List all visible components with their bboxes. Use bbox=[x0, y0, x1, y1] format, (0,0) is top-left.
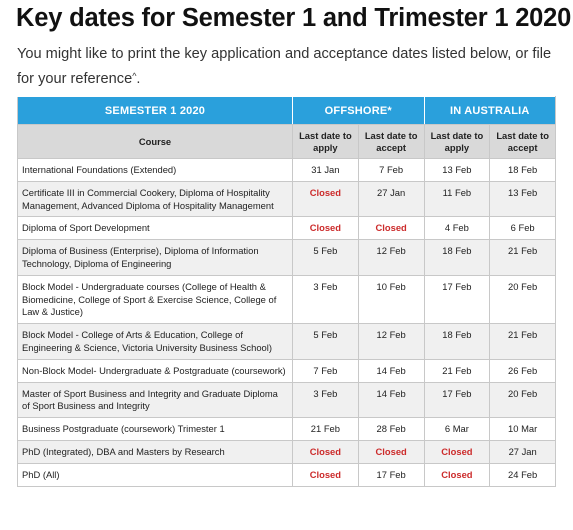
course-name-cell: PhD (Integrated), DBA and Masters by Res… bbox=[17, 439, 293, 464]
table-row: Block Model - College of Arts & Educatio… bbox=[17, 323, 557, 360]
course-name-cell: Master of Sport Business and Integrity a… bbox=[17, 381, 293, 419]
australia-accept-cell: 13 Feb bbox=[489, 180, 557, 218]
offshore-apply-cell: 7 Feb bbox=[292, 358, 359, 383]
offshore-apply-cell: Closed bbox=[292, 439, 359, 464]
table-row: PhD (All) Closed 17 Feb Closed 24 Feb bbox=[17, 462, 557, 487]
table-row: Master of Sport Business and Integrity a… bbox=[17, 381, 557, 419]
column-header-offshore-apply: Last date to apply bbox=[292, 124, 359, 159]
offshore-apply-cell: Closed bbox=[292, 462, 359, 487]
offshore-apply-cell: Closed bbox=[292, 180, 359, 218]
offshore-accept-cell: Closed bbox=[357, 216, 425, 241]
australia-accept-cell: 20 Feb bbox=[489, 381, 557, 419]
intro-paragraph: You might like to print the key applicat… bbox=[17, 42, 557, 92]
offshore-apply-cell: 31 Jan bbox=[292, 158, 359, 182]
australia-apply-cell: 18 Feb bbox=[423, 323, 491, 360]
offshore-accept-cell: 27 Jan bbox=[357, 180, 425, 218]
offshore-apply-cell: Closed bbox=[292, 216, 359, 241]
australia-accept-cell: 21 Feb bbox=[489, 239, 557, 276]
australia-apply-cell: 18 Feb bbox=[423, 239, 491, 276]
column-header-row: Course Last date to apply Last date to a… bbox=[17, 124, 557, 159]
table-body: International Foundations (Extended) 31 J… bbox=[17, 158, 557, 487]
table-row: Block Model - Undergraduate courses (Col… bbox=[17, 274, 557, 325]
table-row: Diploma of Sport Development Closed Closed… bbox=[17, 216, 557, 241]
course-name-cell: International Foundations (Extended) bbox=[17, 158, 293, 182]
offshore-accept-cell: 12 Feb bbox=[357, 239, 425, 276]
offshore-accept-cell: 14 Feb bbox=[357, 381, 425, 419]
table-row: Certificate III in Commercial Cookery, D… bbox=[17, 180, 557, 218]
australia-apply-cell: 17 Feb bbox=[423, 381, 491, 419]
offshore-apply-cell: 5 Feb bbox=[292, 323, 359, 360]
australia-apply-cell: 17 Feb bbox=[423, 274, 491, 325]
offshore-apply-cell: 21 Feb bbox=[292, 417, 359, 441]
australia-accept-cell: 18 Feb bbox=[489, 158, 557, 182]
intro-footnote-mark: ^ bbox=[132, 71, 137, 81]
group-header-in-australia: IN AUSTRALIA bbox=[423, 96, 557, 125]
course-name-cell: Block Model - Undergraduate courses (Col… bbox=[17, 274, 293, 325]
australia-apply-cell: 11 Feb bbox=[423, 180, 491, 218]
australia-accept-cell: 6 Feb bbox=[489, 216, 557, 241]
course-name-cell: Business Postgraduate (coursework) Trime… bbox=[17, 417, 293, 441]
column-header-course: Course bbox=[17, 124, 293, 159]
course-name-cell: Non-Block Model- Undergraduate & Postgra… bbox=[17, 358, 293, 383]
offshore-apply-cell: 3 Feb bbox=[292, 381, 359, 419]
offshore-accept-cell: 12 Feb bbox=[357, 323, 425, 360]
table-row: PhD (Integrated), DBA and Masters by Res… bbox=[17, 439, 557, 464]
offshore-accept-cell: Closed bbox=[357, 439, 425, 464]
course-name-cell: Block Model - College of Arts & Educatio… bbox=[17, 323, 293, 360]
australia-apply-cell: 13 Feb bbox=[423, 158, 491, 182]
offshore-apply-cell: 3 Feb bbox=[292, 274, 359, 325]
table-row: Business Postgraduate (coursework) Trime… bbox=[17, 417, 557, 441]
australia-accept-cell: 27 Jan bbox=[489, 439, 557, 464]
australia-apply-cell: Closed bbox=[423, 439, 491, 464]
offshore-accept-cell: 17 Feb bbox=[357, 462, 425, 487]
intro-text: You might like to print the key applicat… bbox=[17, 46, 552, 87]
offshore-apply-cell: 5 Feb bbox=[292, 239, 359, 276]
offshore-accept-cell: 10 Feb bbox=[357, 274, 425, 325]
table-row: Diploma of Business (Enterprise), Diplom… bbox=[17, 239, 557, 276]
page-title: Key dates for Semester 1 and Trimester 1… bbox=[16, 4, 572, 32]
table-row: Non-Block Model- Undergraduate & Postgra… bbox=[17, 358, 557, 383]
column-header-australia-apply: Last date to apply bbox=[423, 124, 491, 159]
offshore-accept-cell: 14 Feb bbox=[357, 358, 425, 383]
course-name-cell: Certificate III in Commercial Cookery, D… bbox=[17, 180, 293, 218]
australia-apply-cell: 21 Feb bbox=[423, 358, 491, 383]
australia-apply-cell: 4 Feb bbox=[423, 216, 491, 241]
table-row: International Foundations (Extended) 31 J… bbox=[17, 158, 557, 182]
group-header-row: SEMESTER 1 2020 OFFSHORE* IN AUSTRALIA bbox=[17, 96, 557, 125]
course-name-cell: Diploma of Sport Development bbox=[17, 216, 293, 241]
group-header-semester: SEMESTER 1 2020 bbox=[17, 96, 293, 125]
offshore-accept-cell: 7 Feb bbox=[357, 158, 425, 182]
column-header-australia-accept: Last date to accept bbox=[489, 124, 557, 159]
course-name-cell: Diploma of Business (Enterprise), Diplom… bbox=[17, 239, 293, 276]
australia-accept-cell: 21 Feb bbox=[489, 323, 557, 360]
intro-end: . bbox=[136, 71, 141, 87]
australia-accept-cell: 20 Feb bbox=[489, 274, 557, 325]
australia-accept-cell: 26 Feb bbox=[489, 358, 557, 383]
offshore-accept-cell: 28 Feb bbox=[357, 417, 425, 441]
australia-apply-cell: 6 Mar bbox=[423, 417, 491, 441]
australia-apply-cell: Closed bbox=[423, 462, 491, 487]
column-header-offshore-accept: Last date to accept bbox=[357, 124, 425, 159]
course-name-cell: PhD (All) bbox=[17, 462, 293, 487]
key-dates-table: SEMESTER 1 2020 OFFSHORE* IN AUSTRALIA C… bbox=[17, 96, 557, 487]
australia-accept-cell: 24 Feb bbox=[489, 462, 557, 487]
group-header-offshore: OFFSHORE* bbox=[292, 96, 425, 125]
australia-accept-cell: 10 Mar bbox=[489, 417, 557, 441]
